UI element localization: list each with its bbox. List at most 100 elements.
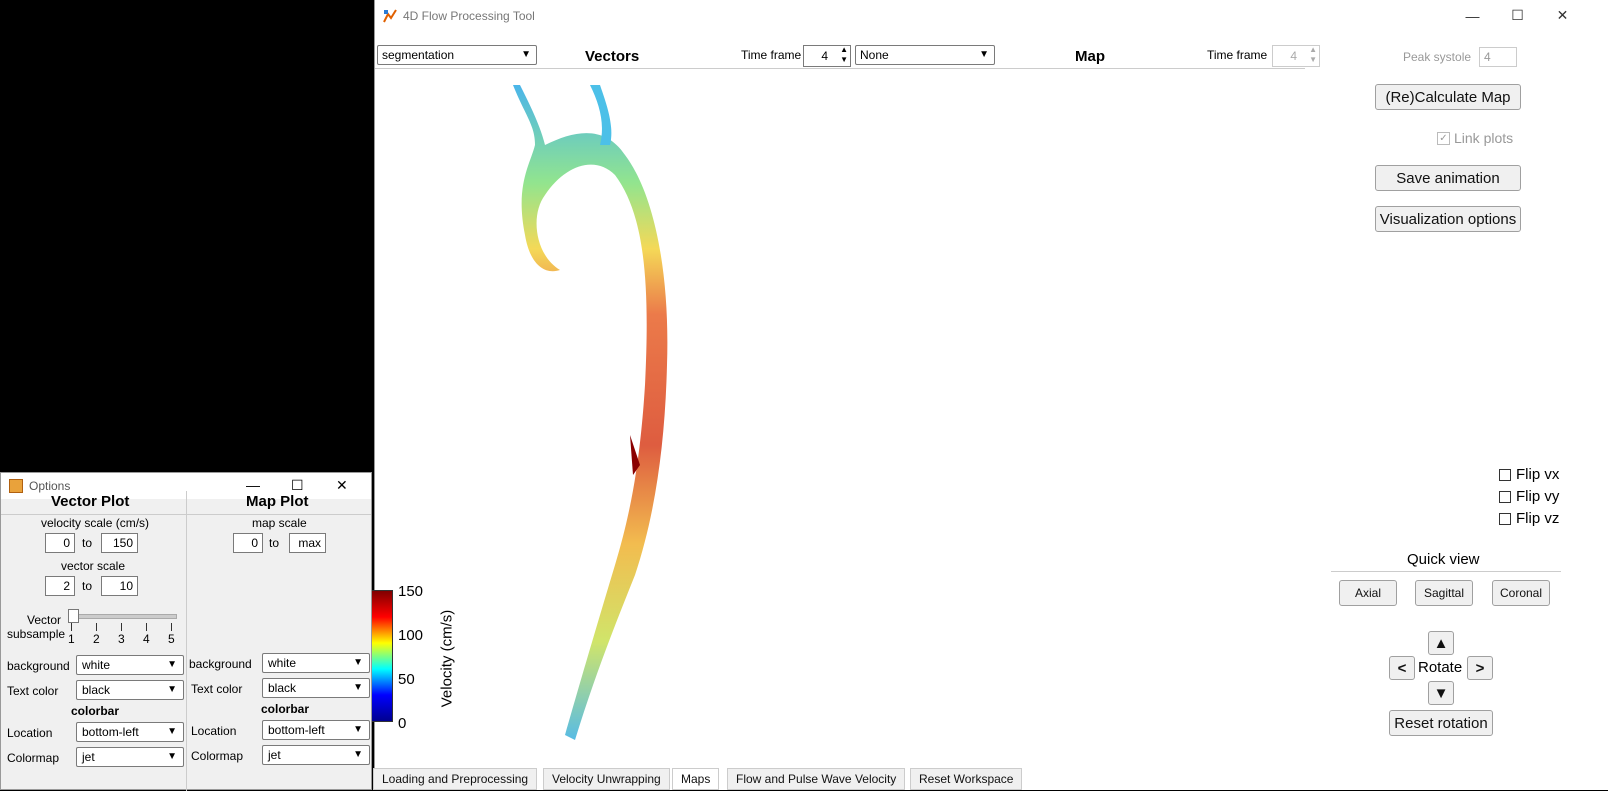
map-plot-title: Map Plot bbox=[246, 493, 309, 510]
map-location-label: Location bbox=[191, 724, 237, 738]
tab-maps[interactable]: Maps bbox=[672, 768, 720, 790]
app-icon bbox=[383, 8, 397, 23]
vector-colormap-dropdown[interactable]: jet ▼ bbox=[76, 747, 184, 767]
map-type-value: None bbox=[860, 48, 889, 62]
chevron-down-icon: ▼ bbox=[521, 49, 531, 60]
rotate-right-button[interactable]: > bbox=[1467, 656, 1493, 680]
close-icon[interactable]: ✕ bbox=[1556, 7, 1569, 23]
tab-velocity-unwrapping[interactable]: Velocity Unwrapping bbox=[543, 768, 670, 790]
window-title: 4D Flow Processing Tool bbox=[403, 8, 535, 23]
segmentation-dropdown[interactable]: segmentation ▼ bbox=[377, 45, 537, 65]
rotate-label: Rotate bbox=[1418, 659, 1463, 676]
quick-view-divider bbox=[1331, 571, 1561, 572]
check-icon: ✓ bbox=[1437, 131, 1450, 145]
to-label: to bbox=[82, 536, 93, 550]
rotate-left-button[interactable]: < bbox=[1389, 656, 1415, 680]
spinner-arrows-icon[interactable]: ▲ ▼ bbox=[840, 45, 848, 64]
vectors-title: Vectors bbox=[585, 48, 640, 65]
maximize-icon[interactable]: ☐ bbox=[1511, 7, 1524, 23]
vector-text-color-dropdown[interactable]: black ▼ bbox=[76, 680, 184, 700]
checkbox-icon bbox=[1499, 490, 1511, 503]
map-colorbar-heading: colorbar bbox=[261, 702, 310, 716]
vector-scale-label: vector scale bbox=[61, 559, 126, 573]
vector-background-label: background bbox=[7, 659, 70, 673]
tick-mark bbox=[171, 623, 172, 631]
subsample-slider-thumb[interactable] bbox=[68, 609, 79, 623]
to-label: to bbox=[269, 536, 280, 550]
link-plots-checkbox[interactable]: ✓ Link plots bbox=[1437, 130, 1513, 146]
map-background-dropdown[interactable]: white ▼ bbox=[262, 653, 370, 673]
flip-vy-checkbox[interactable]: Flip vy bbox=[1499, 488, 1559, 505]
link-plots-label: Link plots bbox=[1454, 130, 1514, 146]
sagittal-button[interactable]: Sagittal bbox=[1415, 580, 1473, 606]
chevron-down-icon: ▼ bbox=[353, 724, 363, 735]
tick-label: 2 bbox=[93, 632, 100, 646]
peak-systole-label: Peak systole bbox=[1403, 50, 1472, 64]
map-colormap-dropdown[interactable]: jet ▼ bbox=[262, 745, 370, 765]
recalculate-map-button[interactable]: (Re)Calculate Map bbox=[1375, 84, 1521, 110]
matlab-icon bbox=[9, 479, 23, 493]
axial-button[interactable]: Axial bbox=[1339, 580, 1397, 606]
vector-max-input[interactable]: 10 bbox=[101, 576, 138, 596]
rotate-down-button[interactable]: ▼ bbox=[1428, 681, 1454, 705]
map-colormap-label: Colormap bbox=[191, 749, 244, 763]
options-title: Options bbox=[29, 479, 71, 493]
reset-rotation-button[interactable]: Reset rotation bbox=[1389, 710, 1493, 736]
vector-location-dropdown[interactable]: bottom-left ▼ bbox=[76, 722, 184, 742]
coronal-button[interactable]: Coronal bbox=[1492, 580, 1550, 606]
flip-vz-checkbox[interactable]: Flip vz bbox=[1499, 510, 1559, 527]
map-time-frame-spinner: 4 ▲ ▼ bbox=[1272, 45, 1320, 67]
options-divider bbox=[186, 491, 187, 791]
velocity-max-input[interactable]: 150 bbox=[101, 533, 138, 553]
save-animation-button[interactable]: Save animation bbox=[1375, 165, 1521, 191]
minimize-icon[interactable]: — bbox=[1465, 7, 1480, 24]
vector-plot-title: Vector Plot bbox=[51, 493, 130, 510]
checkbox-icon bbox=[1499, 468, 1511, 481]
map-background-value: white bbox=[268, 656, 297, 670]
minimize-icon[interactable]: — bbox=[246, 477, 260, 493]
velocity-min-input[interactable]: 0 bbox=[45, 533, 75, 553]
chevron-down-icon: ▼ bbox=[167, 726, 177, 737]
tick-mark bbox=[96, 623, 97, 631]
map-location-dropdown[interactable]: bottom-left ▼ bbox=[262, 720, 370, 740]
quick-view-title: Quick view bbox=[1407, 551, 1480, 568]
subsample-slider-track[interactable] bbox=[71, 614, 177, 619]
tab-flow-pulse-wave[interactable]: Flow and Pulse Wave Velocity bbox=[727, 768, 906, 790]
chevron-down-icon: ▼ bbox=[167, 751, 177, 762]
map-type-dropdown[interactable]: None ▼ bbox=[855, 45, 995, 65]
map-text-color-value: black bbox=[268, 681, 297, 695]
map-time-frame-value: 4 bbox=[1290, 49, 1297, 63]
map-min-input[interactable]: 0 bbox=[233, 533, 263, 553]
maximize-icon[interactable]: ☐ bbox=[291, 477, 304, 493]
chevron-down-icon: ▼ bbox=[167, 659, 177, 670]
map-max-input[interactable]: max bbox=[289, 533, 326, 553]
visualization-options-button[interactable]: Visualization options bbox=[1375, 206, 1521, 232]
vector-background-dropdown[interactable]: white ▼ bbox=[76, 655, 184, 675]
vector-plot[interactable] bbox=[505, 85, 705, 745]
vector-background-value: white bbox=[82, 658, 111, 672]
vector-text-color-value: black bbox=[82, 683, 111, 697]
colorbar-tick: 150 bbox=[398, 583, 424, 600]
map-text-color-dropdown[interactable]: black ▼ bbox=[262, 678, 370, 698]
chevron-down-icon: ▼ bbox=[353, 682, 363, 693]
colorbar-gradient bbox=[371, 590, 393, 722]
close-icon[interactable]: ✕ bbox=[336, 477, 348, 493]
velocity-colorbar bbox=[371, 590, 401, 725]
colorbar-tick: 50 bbox=[398, 671, 415, 688]
map-text-color-label: Text color bbox=[191, 682, 243, 696]
flip-vy-label: Flip vy bbox=[1516, 488, 1560, 505]
flip-vx-checkbox[interactable]: Flip vx bbox=[1499, 466, 1559, 483]
chevron-down-icon: ▼ bbox=[167, 684, 177, 695]
rotate-up-button[interactable]: ▲ bbox=[1428, 631, 1454, 655]
tab-reset-workspace[interactable]: Reset Workspace bbox=[910, 768, 1023, 790]
tick-mark bbox=[71, 623, 72, 631]
vector-min-input[interactable]: 2 bbox=[45, 576, 75, 596]
time-frame-spinner[interactable]: 4 ▲ ▼ bbox=[803, 45, 851, 67]
peak-systole-field: 4 bbox=[1479, 47, 1517, 67]
options-window: Options — ☐ ✕ Vector Plot velocity scale… bbox=[0, 472, 372, 791]
tick-mark bbox=[146, 623, 147, 631]
chevron-down-icon: ▼ bbox=[979, 49, 989, 60]
flip-vz-label: Flip vz bbox=[1516, 510, 1560, 527]
tab-loading-preprocessing[interactable]: Loading and Preprocessing bbox=[373, 768, 538, 790]
map-background-label: background bbox=[189, 657, 252, 671]
